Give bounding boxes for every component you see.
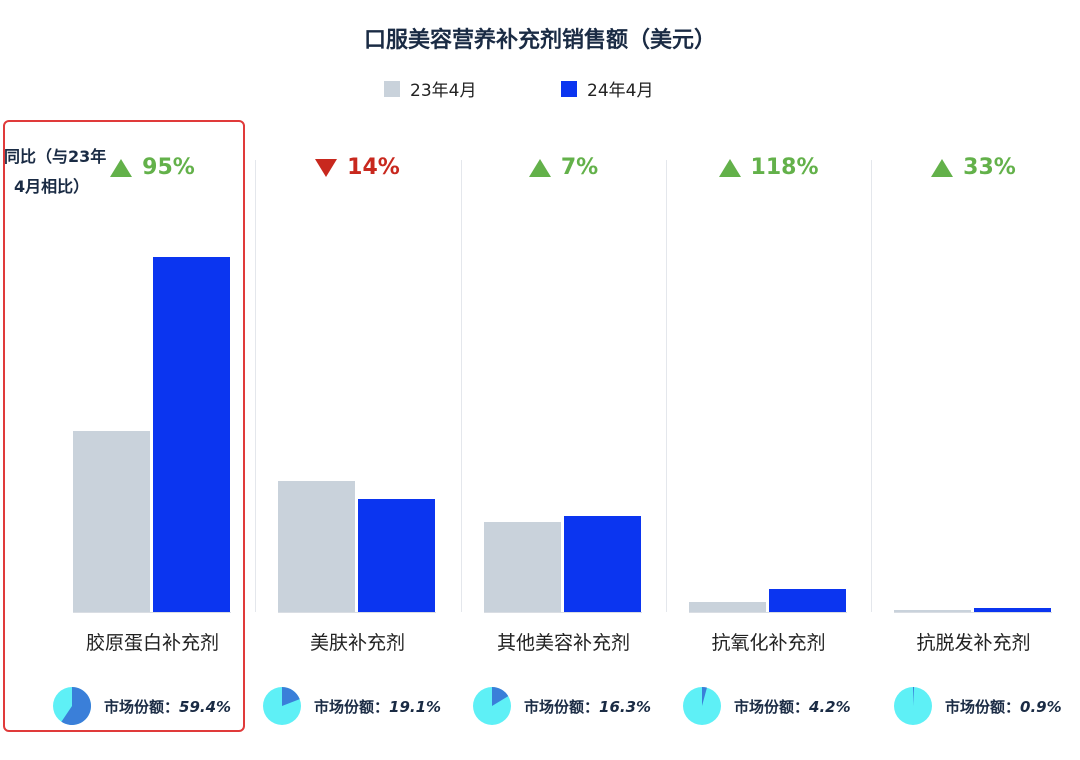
baseline [484,612,642,613]
yoy-value: 14% [347,155,400,180]
market-share: 市场份额：59.4% [52,686,231,726]
yoy-note-line1: 同比（与23年 [4,147,107,166]
yoy-value: 7% [560,155,599,180]
market-share-value: 19.1% [389,697,442,716]
yoy-indicator: 14% [255,155,460,180]
bar-2024 [769,589,846,612]
market-share-pie [894,687,932,725]
yoy-indicator: 118% [666,155,871,180]
market-share: 市场份额：4.2% [682,686,851,726]
market-share-pie [53,687,92,725]
yoy-note: 同比（与23年 4月相比） [4,142,134,202]
group-divider [255,160,256,612]
pie-slice [913,687,915,706]
category-label: 其他美容补充剂 [496,632,630,654]
market-share-text: 市场份额：16.3% [524,696,651,717]
market-share-text: 市场份额：4.2% [734,696,851,717]
pie-slice [282,687,300,706]
yoy-value: 118% [750,155,819,180]
market-share-value: 59.4% [179,697,232,716]
category-label: 抗氧化补充剂 [711,632,826,654]
market-share-label: 市场份额： [945,697,1021,716]
bar-2024 [358,499,435,612]
market-share: 市场份额：0.9% [893,686,1062,726]
legend: 23年4月 24年4月 [0,76,1080,102]
baseline [73,612,231,613]
chart-title: 口服美容营养补充剂销售额（美元） [363,28,716,53]
category-label: 抗脱发补充剂 [916,632,1031,654]
yoy-indicator: 95% [50,155,255,180]
group-divider [461,160,462,612]
bar-2024 [564,516,641,612]
market-share-label: 市场份额： [314,697,390,716]
yoy-value: 33% [963,155,1016,180]
pie-slice [61,687,92,725]
market-share: 市场份额：19.1% [262,686,441,726]
legend-swatch-2024 [561,80,577,97]
market-share-pie [263,687,301,725]
market-share-pie [473,687,511,725]
legend-item-2024: 24年4月 [561,76,653,101]
baseline [278,612,436,613]
pie-slice [492,687,509,706]
bar-2024 [974,608,1051,612]
legend-swatch-2023 [384,80,400,97]
category-label: 胶原蛋白补充剂 [85,632,219,654]
baseline [689,612,847,613]
bar-2023 [73,431,150,612]
bar-2023 [484,522,561,612]
market-share-label: 市场份额： [524,697,600,716]
yoy-indicator: 7% [461,155,666,180]
triangle-up-icon [718,158,741,177]
market-share-label: 市场份额： [734,697,810,716]
triangle-up-icon [931,158,954,177]
bar-2024 [153,257,230,612]
triangle-up-icon [528,158,551,177]
market-share-label: 市场份额： [104,697,180,716]
triangle-down-icon [315,158,338,177]
yoy-value: 95% [142,155,195,180]
market-share: 市场份额：16.3% [472,686,651,726]
pie-slice [702,687,707,706]
legend-label-2023: 23年4月 [410,81,477,101]
baseline [894,612,1052,613]
triangle-up-icon [110,158,133,177]
bar-2023 [278,481,355,612]
market-share-value: 4.2% [809,697,851,716]
yoy-note-line2: 4月相比） [14,177,90,196]
market-share-text: 市场份额：59.4% [104,696,231,717]
market-share-value: 0.9% [1020,697,1062,716]
market-share-value: 16.3% [599,697,652,716]
yoy-indicator: 33% [871,155,1076,180]
category-label: 美肤补充剂 [309,632,405,654]
group-divider [871,160,872,612]
group-divider [666,160,667,612]
market-share-text: 市场份额：19.1% [314,696,441,717]
legend-item-2023: 23年4月 [384,76,476,101]
market-share-pie [683,687,721,725]
legend-label-2024: 24年4月 [587,81,654,101]
market-share-text: 市场份额：0.9% [945,696,1062,717]
bar-2023 [894,610,971,612]
bar-2023 [689,602,766,612]
